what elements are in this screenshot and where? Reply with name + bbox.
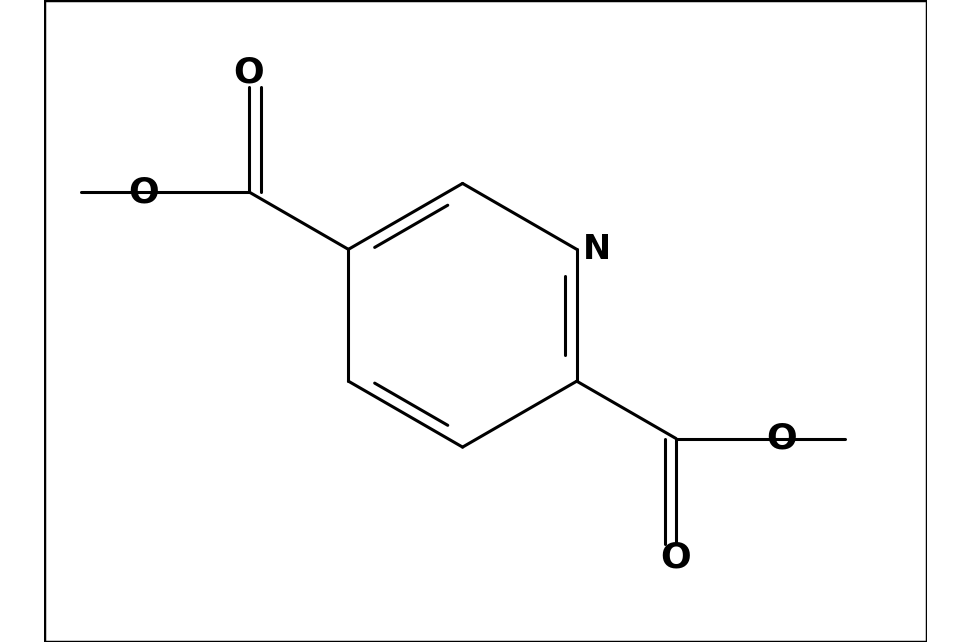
- Text: O: O: [660, 541, 691, 575]
- Text: O: O: [234, 56, 264, 90]
- Text: O: O: [128, 175, 159, 209]
- Text: N: N: [584, 233, 612, 266]
- Text: O: O: [766, 422, 797, 456]
